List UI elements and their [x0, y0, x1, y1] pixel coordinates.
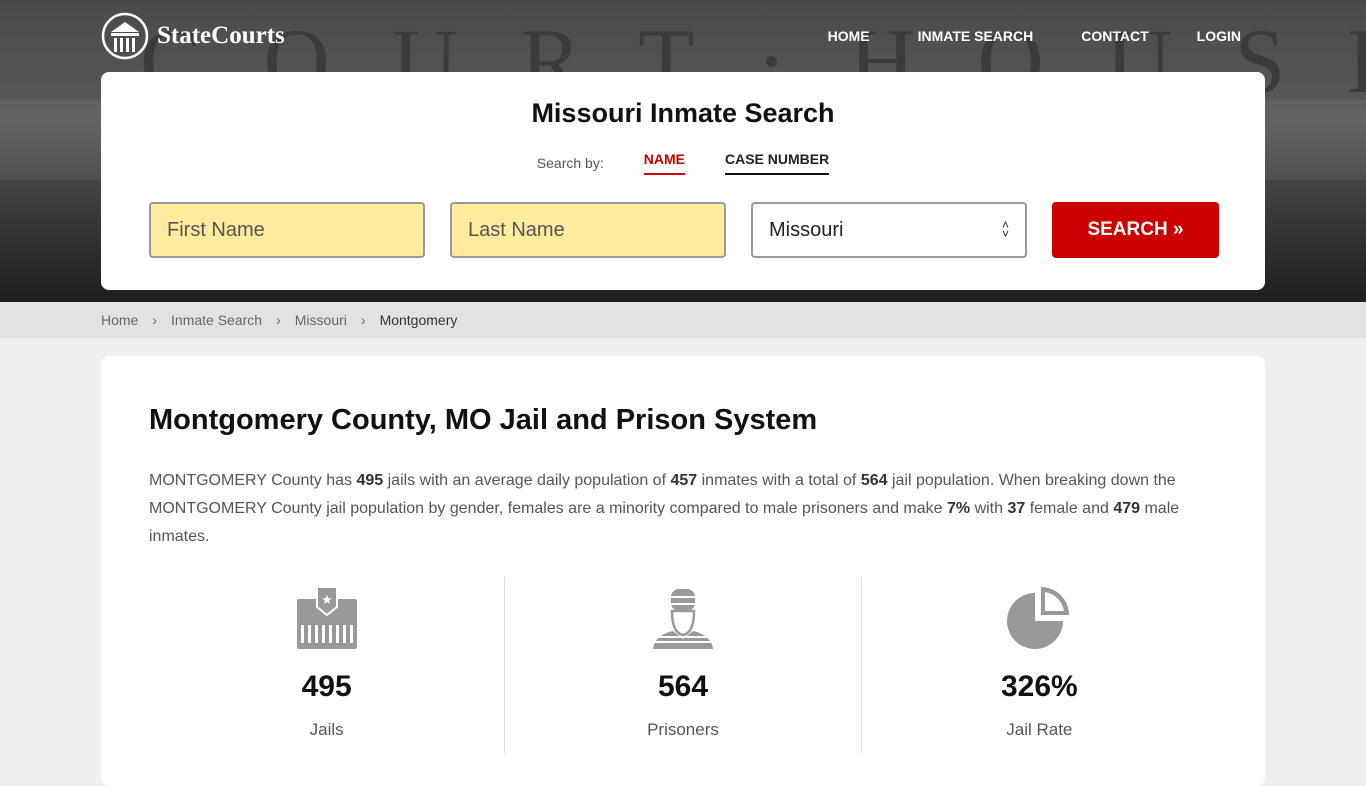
stat-label: Jail Rate — [1006, 720, 1073, 739]
page-title: Montgomery County, MO Jail and Prison Sy… — [149, 404, 818, 436]
state-select[interactable]: Missouri ˄ ˅ — [751, 202, 1027, 258]
search-card: Missouri Inmate Search Search by: NAME C… — [101, 72, 1265, 290]
tab-name[interactable]: NAME — [643, 151, 685, 175]
courthouse-logo-icon — [101, 12, 149, 60]
stat-jails: ★ 495 Jails — [149, 577, 506, 753]
nav-home[interactable]: HOME — [827, 28, 870, 44]
stat-value: 564 — [657, 670, 709, 703]
jail-icon: ★ — [296, 586, 357, 649]
stat-label: Prisoners — [647, 720, 719, 739]
stat-label: Jails — [309, 720, 344, 739]
nav-login[interactable]: LOGIN — [1196, 28, 1241, 44]
first-name-input[interactable]: First Name — [149, 202, 425, 258]
svg-text:★: ★ — [321, 592, 333, 607]
pie-chart-icon — [1007, 587, 1070, 649]
chevron-right-icon: › — [152, 312, 158, 328]
breadcrumb-missouri[interactable]: Missouri — [294, 312, 347, 328]
tab-case-number[interactable]: CASE NUMBER — [724, 151, 830, 175]
chevron-right-icon: › — [276, 312, 281, 328]
search-button[interactable]: SEARCH » — [1052, 202, 1219, 258]
chevron-right-icon: › — [360, 312, 366, 328]
stat-prisoners: 564 Prisoners — [505, 577, 862, 753]
breadcrumb-current: Montgomery — [379, 312, 458, 328]
hero-banner: COURT·HOUSE StateCourts HOME INMATE SEAR… — [0, 0, 1366, 302]
select-arrows-icon: ˄ ˅ — [1001, 218, 1009, 241]
stat-jail-rate: 326% Jail Rate — [862, 577, 1217, 753]
search-title: Missouri Inmate Search — [531, 98, 835, 128]
top-nav: HOME INMATE SEARCH CONTACT LOGIN — [828, 28, 1241, 44]
breadcrumb: Home › Inmate Search › Missouri › Montgomer… — [0, 302, 1366, 338]
stat-value: 326% — [1000, 670, 1078, 703]
search-by-label: Search by: — [536, 155, 604, 171]
nav-inmate-search[interactable]: INMATE SEARCH — [917, 28, 1034, 44]
stat-value: 495 — [301, 670, 352, 703]
logo[interactable]: StateCourts — [101, 12, 285, 60]
prisoner-icon — [652, 589, 713, 649]
county-info: Montgomery County, MO Jail and Prison Sy… — [101, 356, 1265, 786]
last-name-input[interactable]: Last Name — [450, 202, 726, 258]
breadcrumb-inmate-search[interactable]: Inmate Search — [171, 312, 263, 328]
breadcrumb-home[interactable]: Home — [101, 312, 139, 328]
state-value: Missouri — [769, 218, 844, 241]
county-summary: MONTGOMERY County has 495 jails with an … — [149, 472, 1180, 545]
logo-text: StateCourts — [157, 22, 285, 49]
nav-contact[interactable]: CONTACT — [1081, 28, 1149, 44]
